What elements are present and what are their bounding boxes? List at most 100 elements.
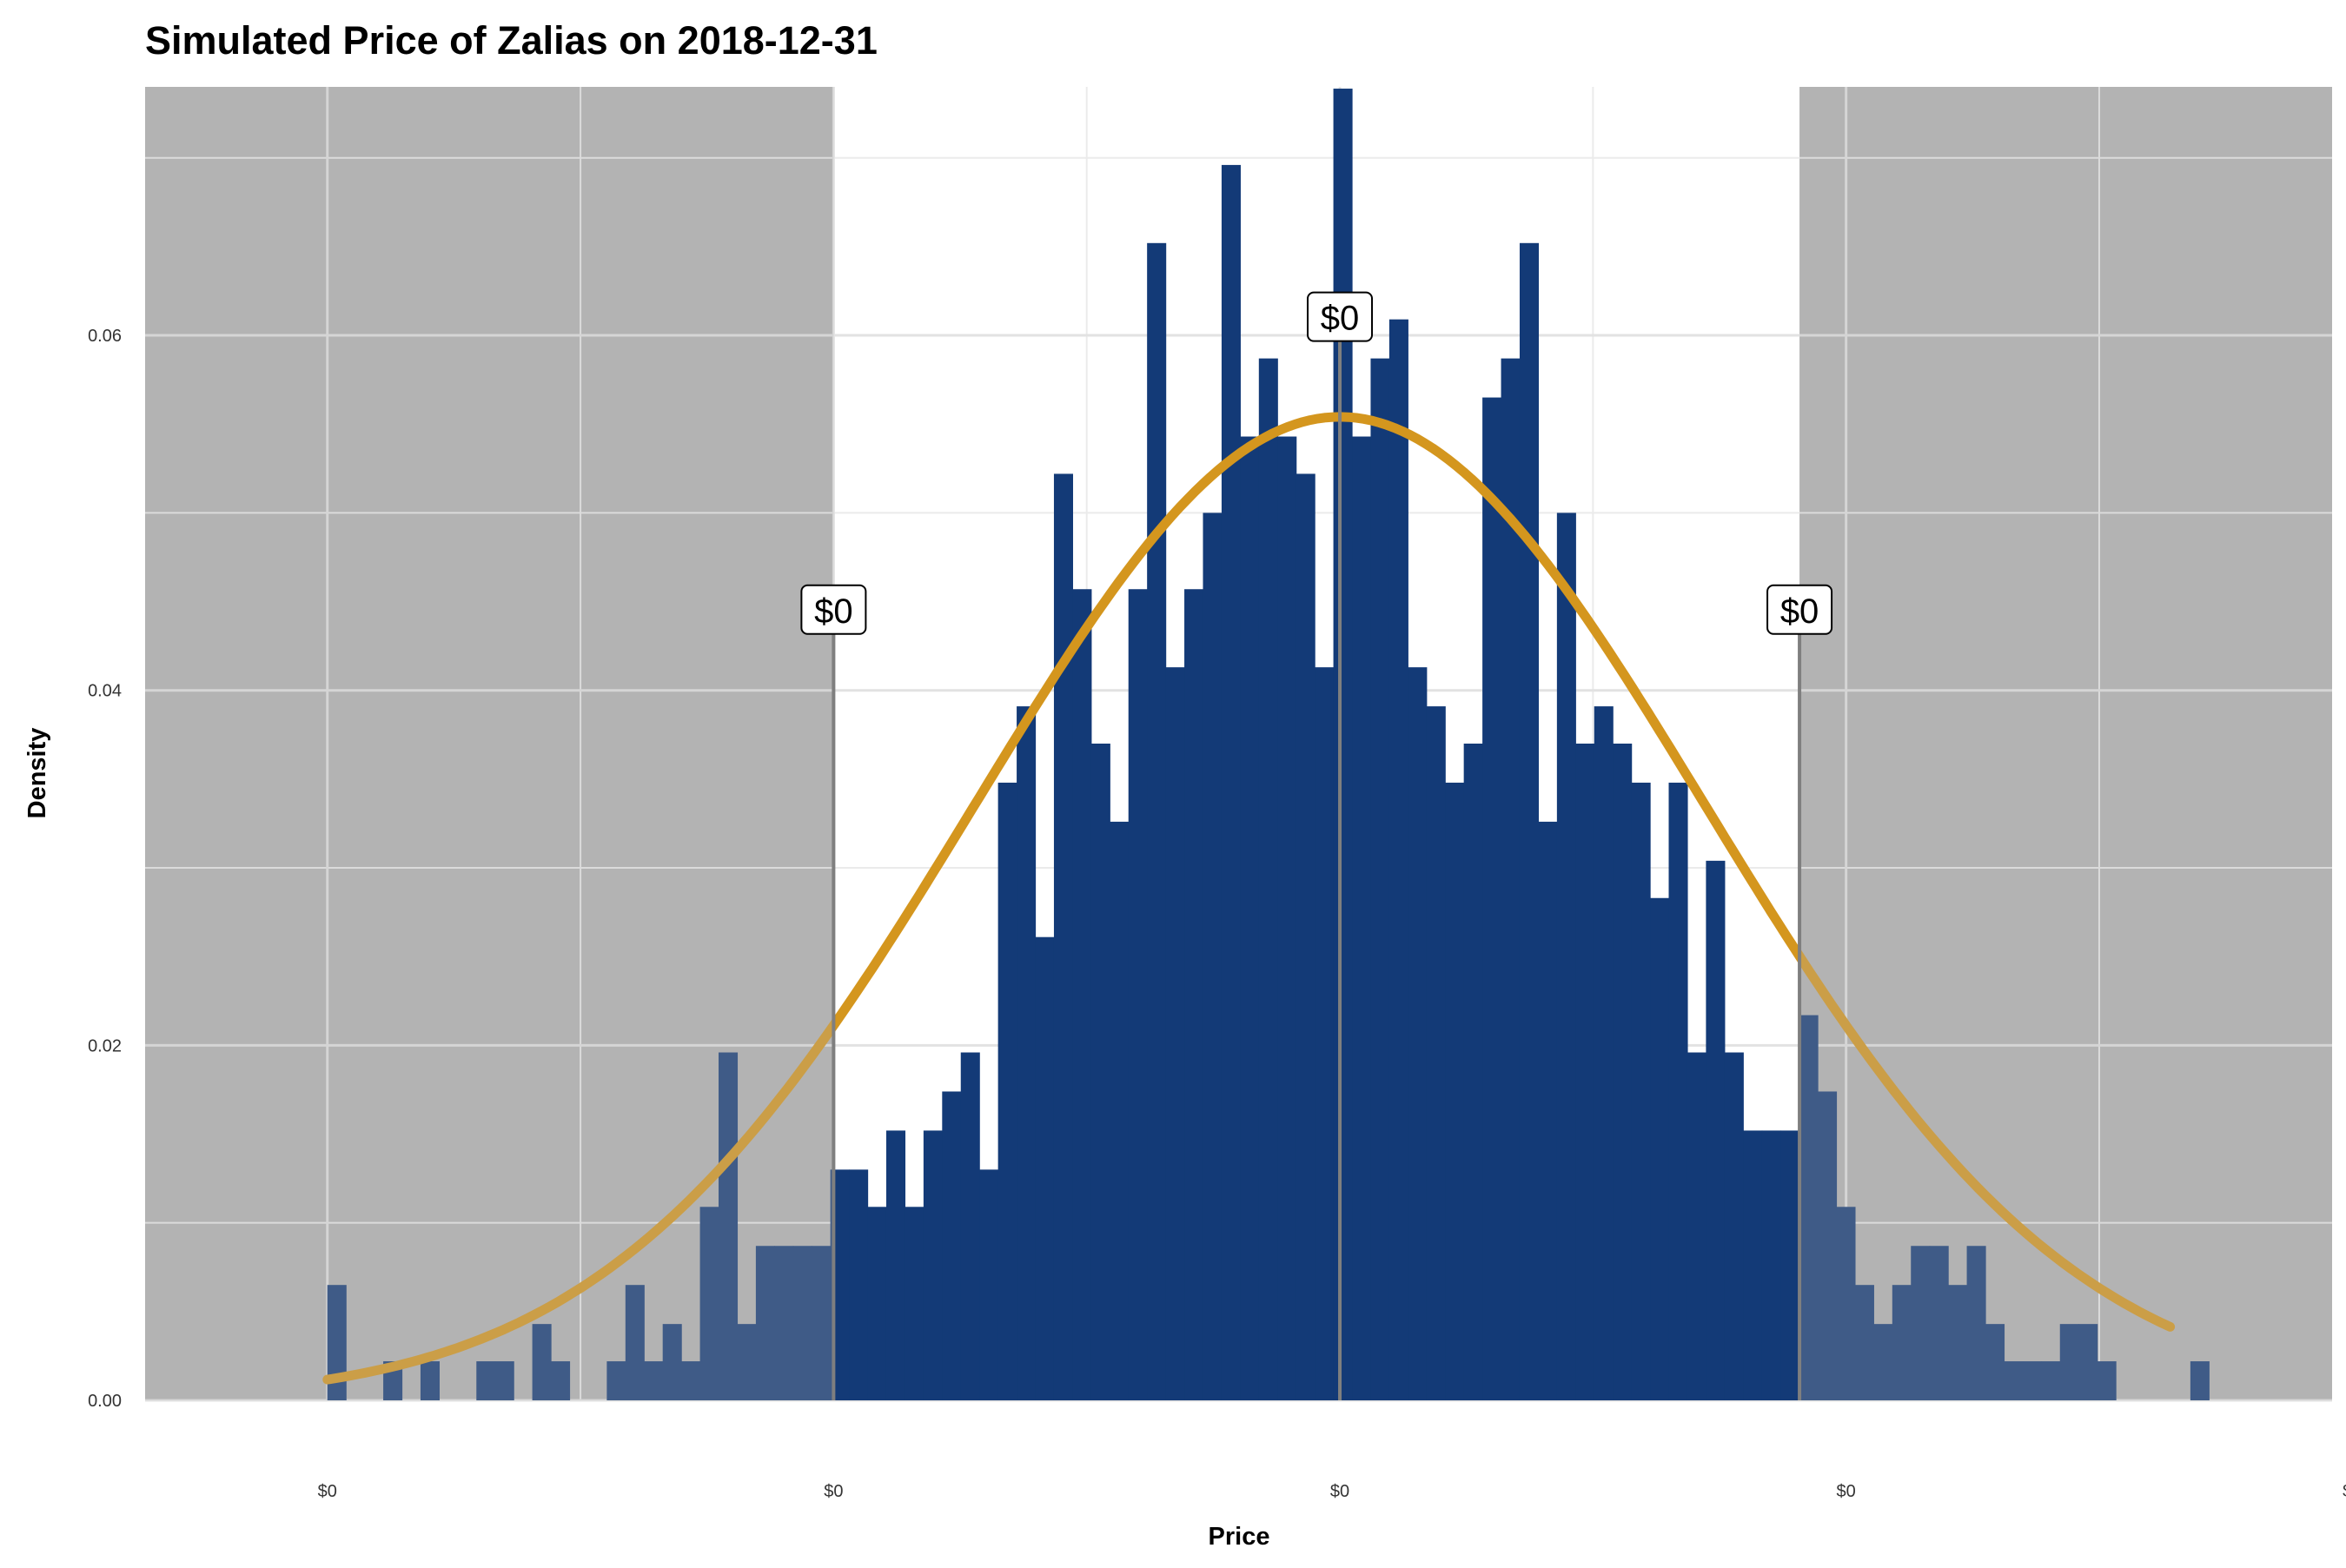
histogram-bar: [1128, 589, 1148, 1400]
x-tick-label: $0: [1330, 1482, 1349, 1501]
marker-label: $0: [1321, 300, 1360, 338]
tail-shading: [145, 87, 2332, 1400]
histogram-bar: [1035, 936, 1055, 1400]
histogram-bar: [1668, 782, 1688, 1400]
histogram-bar: [532, 1324, 552, 1400]
right-tail-overlay: [1799, 87, 2332, 1400]
tail-shading-overlay: [145, 87, 2332, 1400]
histogram-bar: [849, 1169, 869, 1400]
histogram-bar: [1799, 1015, 1819, 1400]
histogram-bar: [792, 1246, 812, 1400]
histogram-bar: [625, 1285, 645, 1400]
histogram-bar: [1650, 897, 1670, 1400]
histogram-bar: [1315, 667, 1335, 1400]
x-tick-label: $0: [318, 1482, 337, 1501]
histogram-bar: [1687, 1052, 1706, 1400]
x-tick-label: $0: [2343, 1482, 2346, 1501]
histogram-bar: [1221, 164, 1241, 1400]
histogram-bar: [1165, 667, 1185, 1400]
marker-label-box: [800, 584, 867, 635]
marker-label: $0: [1780, 592, 1819, 631]
histogram-bar: [719, 1052, 739, 1400]
histogram-bar: [2078, 1324, 2098, 1400]
y-tick-label: 0.00: [88, 1392, 122, 1411]
marker-label-box: [1766, 584, 1833, 635]
histogram-bar: [1388, 319, 1408, 1401]
histogram-bar: [1854, 1285, 1874, 1400]
marker-annotation: $0: [1766, 584, 1833, 635]
histogram-bars: [327, 89, 2210, 1401]
y-tick-label: 0.04: [88, 682, 122, 701]
histogram-bar: [755, 1246, 775, 1400]
y-tick-label: 0.06: [88, 327, 122, 346]
histogram-bar: [1780, 1130, 1800, 1400]
histogram-bar: [1370, 358, 1390, 1400]
histogram-bar: [327, 1285, 347, 1400]
histogram-bar: [1501, 358, 1521, 1400]
histogram-bar: [662, 1324, 682, 1400]
normal-density-curve: [322, 412, 2176, 1385]
histogram-bar: [2041, 1361, 2061, 1400]
histogram-bar: [885, 1130, 906, 1400]
right-tail-shade: [1799, 87, 2332, 1400]
histogram-bar: [1240, 436, 1260, 1400]
histogram-bar: [1090, 744, 1110, 1400]
histogram-bar: [2097, 1361, 2117, 1400]
histogram-bar: [2022, 1361, 2042, 1400]
x-tick-label: $0: [1837, 1482, 1856, 1501]
chart-title: Simulated Price of Zalias on 2018-12-31: [145, 18, 878, 63]
histogram-bar: [1482, 397, 1502, 1400]
x-axis-title: Price: [1209, 1523, 1270, 1551]
histogram-bar: [681, 1361, 701, 1400]
histogram-bar: [494, 1361, 514, 1400]
histogram-bar: [1743, 1130, 1763, 1400]
histogram-bar: [1333, 89, 1353, 1401]
histogram-bar: [1463, 744, 1483, 1400]
histogram-bar: [551, 1361, 571, 1400]
histogram-bar: [1296, 473, 1315, 1400]
y-tick-label: 0.02: [88, 1036, 122, 1055]
histogram-bar: [1575, 744, 1595, 1400]
histogram-bar: [1352, 436, 1372, 1400]
histogram-bar: [420, 1361, 440, 1400]
histogram-bar: [1277, 436, 1297, 1400]
marker-lines: $0 $0 $0: [800, 291, 1833, 1400]
histogram-bar: [1613, 744, 1633, 1400]
histogram-bar: [1985, 1324, 2005, 1400]
histogram-bar: [1556, 513, 1576, 1400]
x-tick-label: $0: [824, 1482, 843, 1501]
histogram-bar: [1053, 473, 1073, 1400]
histogram-bar: [1948, 1285, 1968, 1400]
histogram-bar: [1836, 1207, 1856, 1400]
histogram-bar: [1966, 1246, 1986, 1400]
histogram-bar: [979, 1169, 999, 1400]
y-axis-title: Density: [23, 728, 51, 819]
histogram-bar: [699, 1207, 719, 1400]
histogram-bar: [606, 1361, 626, 1400]
histogram-bar: [1911, 1246, 1931, 1400]
histogram-bar: [2059, 1324, 2079, 1400]
histogram-bar: [1538, 821, 1558, 1400]
histogram-bar: [2190, 1361, 2210, 1400]
histogram-bar: [1408, 667, 1428, 1400]
histogram-bar: [942, 1091, 962, 1400]
marker-label-box: [1307, 291, 1374, 342]
histogram-bar: [1017, 706, 1037, 1400]
left-tail-overlay: [145, 87, 834, 1400]
histogram-bar: [2004, 1361, 2024, 1400]
histogram-bar: [737, 1324, 757, 1400]
tick-labels: $0 $0 $0 $0 $0 0.00 0.02 0.04 0.06: [88, 327, 2346, 1501]
marker-annotation: $0: [800, 584, 867, 635]
histogram-bar: [1761, 1130, 1781, 1400]
histogram-bar: [997, 782, 1017, 1400]
histogram-bar: [1072, 589, 1092, 1400]
histogram-bar: [960, 1052, 980, 1400]
histogram-bar: [1147, 242, 1167, 1400]
histogram-bar: [1203, 513, 1223, 1400]
histogram-bar: [1445, 782, 1465, 1400]
histogram-bar: [1892, 1285, 1912, 1400]
histogram-bar: [812, 1246, 832, 1400]
histogram-bar: [923, 1130, 943, 1400]
